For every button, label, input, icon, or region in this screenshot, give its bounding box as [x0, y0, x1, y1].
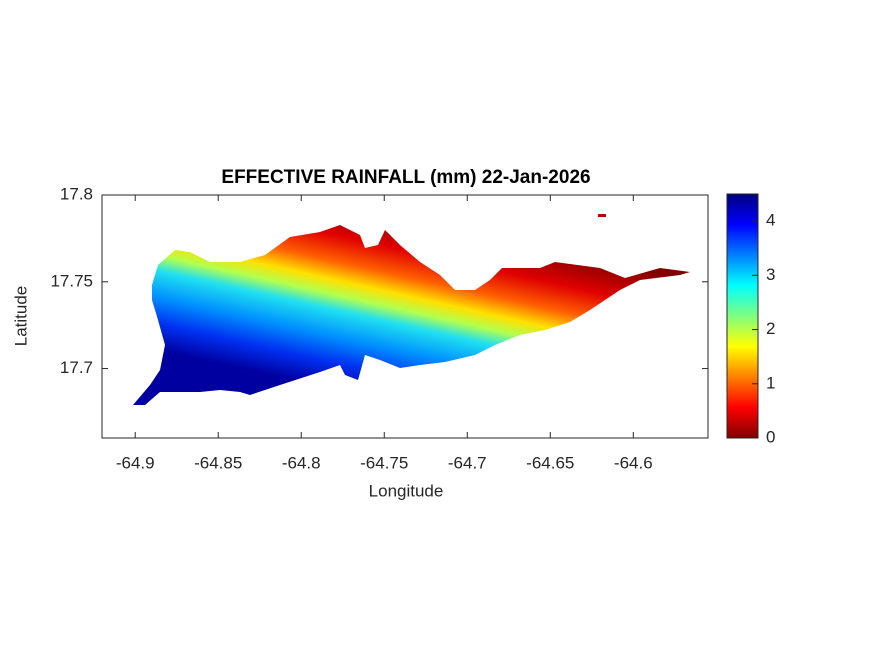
y-axis-label: Latitude	[11, 286, 30, 347]
x-tick-label: -64.7	[448, 453, 487, 472]
colorbar-tick-label: 0	[766, 427, 775, 446]
x-tick-label: -64.85	[194, 453, 242, 472]
colorbar-tick-label: 1	[766, 373, 775, 392]
colorbar-tick-label: 2	[766, 319, 775, 338]
axes-box	[101, 194, 709, 439]
island-rainfall	[133, 225, 690, 405]
islet	[598, 214, 606, 217]
x-tick-label: -64.6	[614, 453, 653, 472]
x-axis-label: Longitude	[369, 481, 444, 500]
chart-title: EFFECTIVE RAINFALL (mm) 22-Jan-2026	[221, 167, 590, 188]
x-tick-label: -64.65	[526, 453, 574, 472]
colorbar-tick-label: 3	[766, 265, 775, 284]
colorbar-tick-label: 4	[766, 211, 775, 230]
x-tick-label: -64.75	[360, 453, 408, 472]
x-tick-label: -64.9	[116, 453, 155, 472]
y-tick-label: 17.8	[60, 184, 93, 203]
colorbar	[726, 193, 759, 439]
x-tick-label: -64.8	[282, 453, 321, 472]
y-tick-label: 17.7	[60, 358, 93, 377]
y-tick-label: 17.75	[50, 271, 93, 290]
